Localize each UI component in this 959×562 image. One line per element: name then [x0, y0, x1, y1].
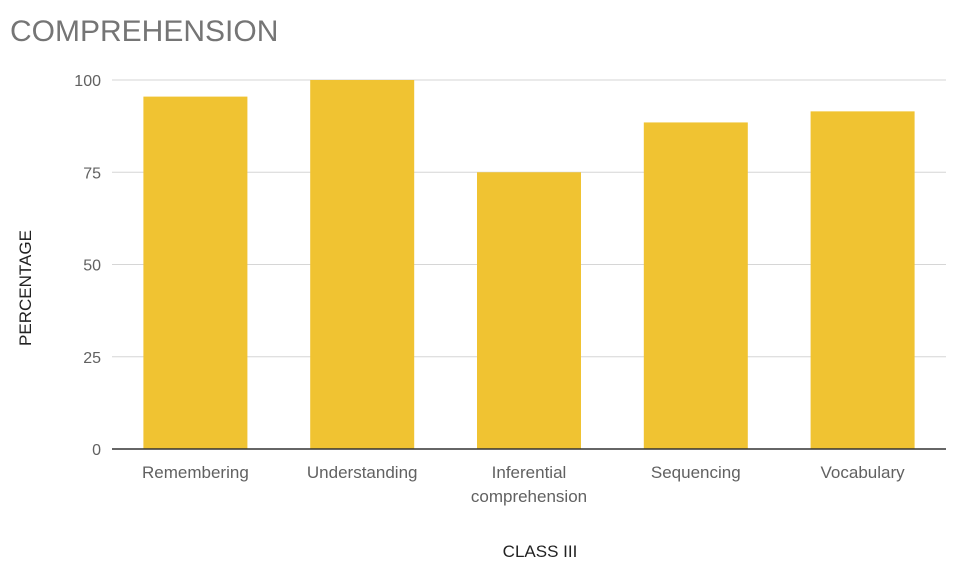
bar	[810, 111, 915, 450]
y-axis-title: PERCENTAGE	[16, 230, 35, 346]
bars	[143, 80, 915, 450]
x-tick-label: Remembering	[142, 463, 249, 482]
x-tick-label: Vocabulary	[821, 463, 906, 482]
y-axis-ticks: 0 25 50 75 100	[74, 73, 101, 459]
x-tick-label: Sequencing	[651, 463, 741, 482]
y-tick-label: 25	[83, 350, 101, 367]
x-axis-category-labels: Remembering Understanding Inferential compr…	[142, 463, 905, 506]
y-tick-label: 100	[74, 73, 101, 90]
y-tick-label: 0	[92, 442, 101, 459]
bar	[477, 172, 581, 449]
bar	[310, 80, 415, 449]
bar	[143, 96, 248, 449]
bar	[643, 122, 748, 449]
x-tick-label: Understanding	[307, 463, 418, 482]
y-tick-label: 50	[83, 258, 101, 275]
x-axis-title: CLASS III	[503, 542, 578, 561]
chart-title: COMPREHENSION	[10, 15, 278, 48]
y-tick-label: 75	[83, 165, 101, 182]
x-tick-label: Inferential comprehension	[471, 463, 587, 506]
